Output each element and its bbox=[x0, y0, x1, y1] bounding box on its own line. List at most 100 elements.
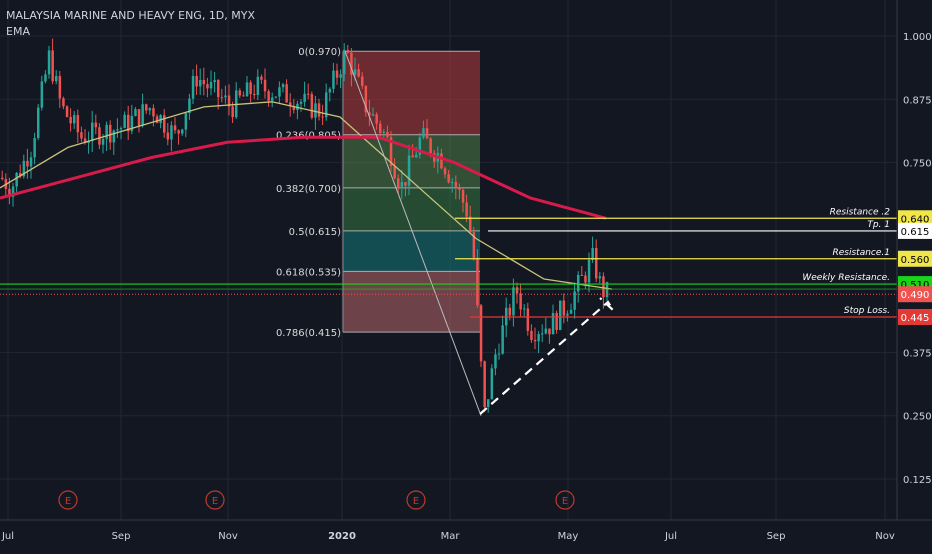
candle-body bbox=[335, 70, 339, 78]
candle-body bbox=[332, 70, 335, 89]
time-axis-tick: Mar bbox=[441, 531, 461, 542]
candle-body bbox=[533, 339, 537, 342]
candle-body bbox=[400, 182, 404, 189]
candle-body bbox=[231, 106, 234, 118]
candle-body bbox=[285, 84, 288, 103]
candle-body bbox=[116, 129, 119, 131]
fib-level-label: 0(0.970) bbox=[298, 47, 341, 58]
current-price-text: 0.490 bbox=[901, 290, 930, 301]
candle-body bbox=[127, 114, 130, 132]
candle-body bbox=[476, 257, 479, 306]
candle-body bbox=[245, 82, 249, 97]
candle-body bbox=[40, 81, 44, 108]
candle-body bbox=[328, 88, 332, 93]
candle-body bbox=[148, 108, 152, 111]
candle-body bbox=[213, 80, 216, 83]
candle-body bbox=[404, 182, 407, 186]
candle-body bbox=[181, 129, 184, 134]
candles bbox=[1, 38, 609, 413]
candle-body bbox=[591, 248, 594, 260]
candle-body bbox=[274, 96, 278, 98]
candle-body bbox=[155, 116, 159, 124]
candle-body bbox=[80, 132, 83, 139]
candle-body bbox=[26, 160, 29, 167]
candle-body bbox=[119, 127, 123, 130]
candle-body bbox=[37, 107, 40, 139]
candle-body bbox=[422, 128, 425, 138]
candle-body bbox=[523, 308, 526, 310]
candle-body bbox=[494, 354, 497, 369]
candle-body bbox=[33, 138, 36, 158]
candle-body bbox=[577, 275, 580, 292]
earnings-marker bbox=[58, 490, 78, 510]
candle-body bbox=[364, 85, 368, 113]
candle-body bbox=[94, 122, 98, 128]
candle-body bbox=[346, 49, 350, 53]
candle-body bbox=[91, 122, 94, 142]
candle-body bbox=[339, 74, 342, 78]
fib-swing-line bbox=[344, 51, 482, 416]
candle-body bbox=[501, 325, 504, 354]
candle-body bbox=[22, 160, 26, 177]
candle-body bbox=[530, 330, 533, 340]
candle-body bbox=[227, 95, 231, 107]
candle-body bbox=[278, 87, 281, 97]
earnings-marker-label: E bbox=[212, 496, 218, 507]
fib-zone bbox=[343, 134, 480, 188]
time-axis-tick: Nov bbox=[218, 531, 238, 542]
candle-body bbox=[152, 108, 155, 117]
level-label: Tp. 1 bbox=[867, 220, 890, 230]
candle-body bbox=[451, 181, 454, 183]
candle-body bbox=[55, 76, 58, 82]
candle-body bbox=[368, 112, 371, 116]
candle-body bbox=[47, 50, 51, 75]
level-label: Stop Loss. bbox=[844, 306, 890, 316]
candle-body bbox=[256, 76, 260, 96]
earnings-marker-label: E bbox=[562, 496, 568, 507]
candle-body bbox=[163, 115, 166, 133]
candle-body bbox=[519, 293, 522, 310]
candle-body bbox=[490, 368, 494, 400]
candle-body bbox=[566, 313, 569, 316]
candle-body bbox=[357, 69, 360, 77]
candle-body bbox=[472, 232, 476, 258]
level-price-text: 0.615 bbox=[901, 227, 930, 238]
candle-body bbox=[429, 138, 432, 154]
time-axis-tick: Nov bbox=[875, 531, 895, 542]
candle-body bbox=[76, 115, 80, 133]
candle-body bbox=[551, 312, 555, 335]
level-label: Resistance .2 bbox=[830, 207, 891, 217]
support-trendline bbox=[479, 297, 614, 415]
level-label: Weekly Resistance. bbox=[802, 273, 890, 283]
candle-body bbox=[350, 52, 353, 75]
earnings-marker-label: E bbox=[413, 496, 419, 507]
candle-body bbox=[314, 103, 317, 118]
candle-body bbox=[65, 106, 69, 117]
candle-body bbox=[487, 399, 490, 408]
candle-body bbox=[407, 155, 411, 186]
candle-body bbox=[51, 50, 54, 82]
candle-body bbox=[137, 109, 141, 126]
chart-header: MALAYSIA MARINE AND HEAVY ENG, 1D, MYX E… bbox=[6, 8, 255, 40]
candle-body bbox=[526, 308, 530, 331]
candle-body bbox=[220, 97, 224, 99]
candle-body bbox=[73, 115, 76, 124]
candle-body bbox=[29, 157, 33, 167]
candle-body bbox=[271, 97, 274, 101]
fib-zone bbox=[343, 271, 480, 333]
time-axis-tick: 2020 bbox=[328, 531, 356, 542]
candle-body bbox=[177, 130, 180, 134]
level-label: Resistance.1 bbox=[833, 248, 891, 258]
candle-body bbox=[454, 181, 458, 189]
candle-body bbox=[325, 92, 328, 118]
candle-body bbox=[321, 116, 324, 118]
candle-body bbox=[584, 275, 587, 283]
fib-level-label: 0.618(0.535) bbox=[276, 267, 341, 278]
candle-body bbox=[605, 281, 609, 298]
candle-body bbox=[433, 153, 436, 162]
candle-body bbox=[382, 131, 386, 133]
candle-body bbox=[83, 138, 87, 143]
candle-body bbox=[195, 75, 198, 87]
ema-slow-line bbox=[0, 135, 607, 220]
